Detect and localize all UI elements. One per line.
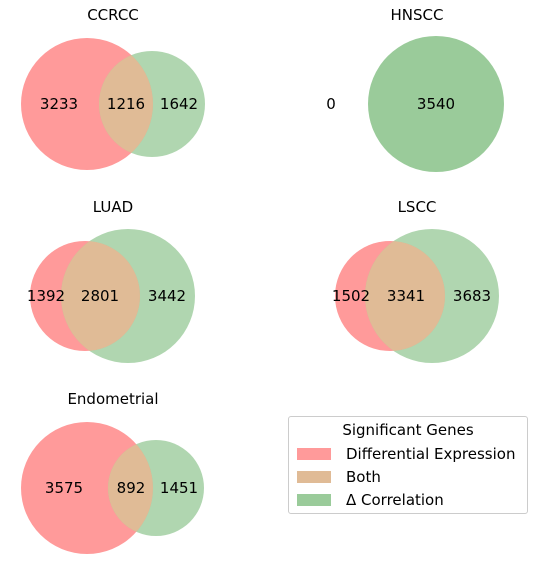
venn-endometrial: Endometrial 3575 892 1451 [21, 390, 204, 554]
venn-ccrcc-title: CCRCC [87, 6, 139, 24]
venn-lscc: LSCC 1502 3341 3683 [332, 198, 499, 363]
venn-endometrial-title: Endometrial [67, 390, 158, 408]
legend-item-differential-expression: Differential Expression [297, 445, 515, 463]
legend-item-both: Both [297, 468, 381, 486]
venn-lscc-left-only-label: 1502 [332, 287, 370, 305]
venn-ccrcc-right-only-label: 1642 [160, 95, 198, 113]
venn-lscc-title: LSCC [398, 198, 437, 216]
venn-endometrial-left-only-label: 3575 [45, 479, 83, 497]
venn-ccrcc-both-label: 1216 [107, 95, 145, 113]
venn-endometrial-right-only-label: 1451 [160, 479, 198, 497]
legend-label-differential-expression: Differential Expression [346, 445, 515, 463]
venn-luad-both-label: 2801 [81, 287, 119, 305]
venn-luad: LUAD 1392 2801 3442 [27, 198, 195, 363]
venn-ccrcc-left-only-label: 3233 [40, 95, 78, 113]
venn-hnscc: HNSCC 0 3540 [326, 6, 504, 172]
venn-hnscc-title: HNSCC [391, 6, 444, 24]
legend-swatch-both [297, 471, 331, 483]
venn-hnscc-left-only-label: 0 [326, 95, 336, 113]
venn-luad-right-only-label: 3442 [148, 287, 186, 305]
legend-label-both: Both [346, 468, 381, 486]
legend-item-delta-correlation: Δ Correlation [297, 491, 444, 509]
venn-lscc-both-label: 3341 [387, 287, 425, 305]
legend-swatch-delta-correlation [297, 494, 331, 506]
venn-ccrcc: CCRCC 3233 1216 1642 [21, 6, 205, 170]
venn-luad-left-only-label: 1392 [27, 287, 65, 305]
legend-label-delta-correlation: Δ Correlation [346, 491, 444, 509]
venn-lscc-right-only-label: 3683 [453, 287, 491, 305]
legend-title: Significant Genes [289, 421, 527, 439]
legend: Significant Genes Differential Expressio… [288, 416, 528, 514]
venn-luad-title: LUAD [93, 198, 133, 216]
venn-hnscc-right-only-label: 3540 [417, 95, 455, 113]
legend-swatch-differential-expression [297, 448, 331, 460]
venn-endometrial-both-label: 892 [117, 479, 146, 497]
